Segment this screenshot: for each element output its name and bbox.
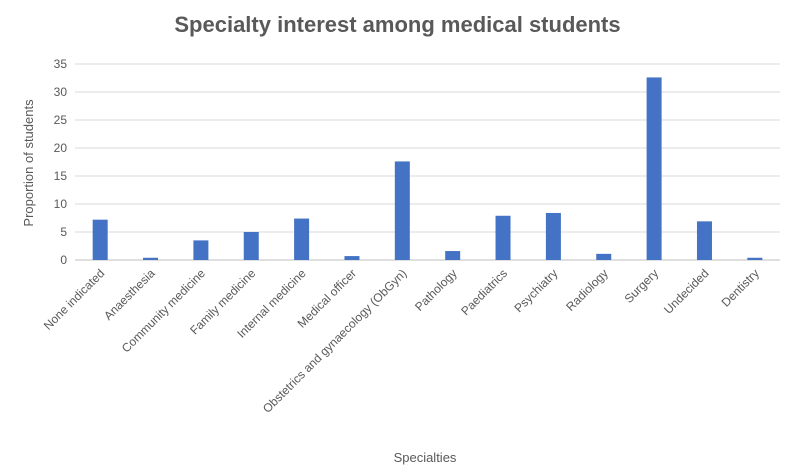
bar <box>747 257 763 260</box>
x-axis-title: Specialties <box>394 450 457 465</box>
y-axis-ticks: 0 5 10 15 20 25 30 35 <box>54 57 68 267</box>
x-tick-label: Paediatrics <box>458 266 510 318</box>
y-tick-label: 35 <box>54 57 68 71</box>
bar <box>92 219 108 260</box>
y-axis-title: Proportion of students <box>21 99 36 227</box>
x-tick-label: Dentistry <box>719 266 762 309</box>
x-tick-label: Undecided <box>661 266 711 316</box>
y-tick-label: 5 <box>60 225 67 239</box>
x-tick-label: Psychiatry <box>511 266 560 315</box>
x-tick-label: Surgery <box>622 266 662 306</box>
bar <box>596 253 612 260</box>
bar <box>545 212 561 260</box>
bar <box>193 240 209 260</box>
y-tick-label: 30 <box>54 85 68 99</box>
bar <box>294 218 310 260</box>
gridlines <box>75 63 780 261</box>
bars <box>92 77 763 260</box>
bar <box>696 221 712 260</box>
bar <box>495 215 511 260</box>
y-tick-label: 15 <box>54 169 68 183</box>
bar <box>445 251 461 260</box>
bar <box>243 232 259 260</box>
bar <box>344 256 360 260</box>
chart-title: Specialty interest among medical student… <box>174 12 621 37</box>
x-tick-label: Pathology <box>412 266 460 314</box>
y-tick-label: 0 <box>60 253 67 267</box>
bar <box>143 257 159 260</box>
x-tick-label: None indicated <box>41 266 108 333</box>
y-tick-label: 25 <box>54 113 68 127</box>
bar <box>394 161 410 260</box>
y-tick-label: 20 <box>54 141 68 155</box>
x-tick-label: Community medicine <box>119 266 208 355</box>
y-tick-label: 10 <box>54 197 68 211</box>
bar <box>646 77 662 260</box>
x-tick-label: Radiology <box>563 266 611 314</box>
